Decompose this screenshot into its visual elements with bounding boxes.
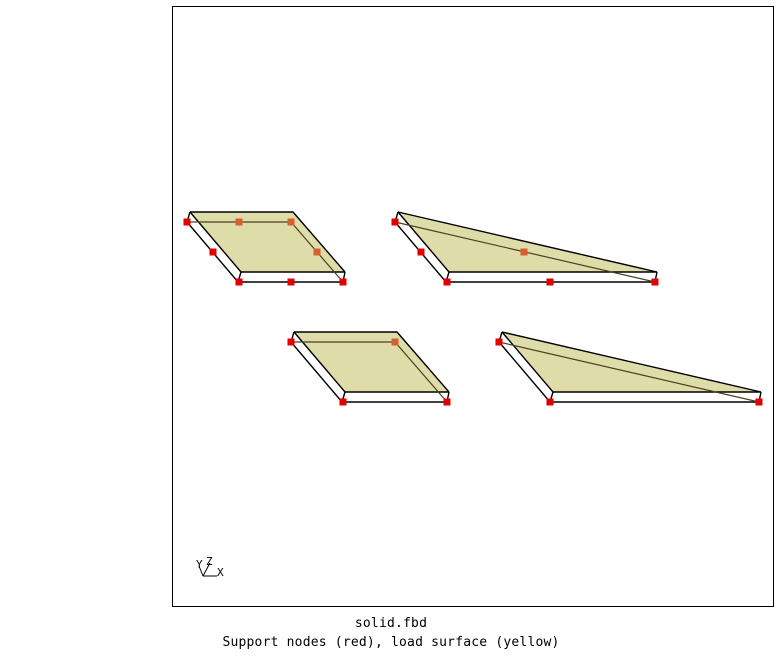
hidden-edge — [498, 341, 760, 403]
part-rect-plate-1 — [183, 211, 347, 286]
load-surface — [190, 212, 345, 272]
plate-edge — [498, 341, 551, 403]
support-node[interactable] — [391, 218, 399, 226]
hidden-edge — [394, 341, 448, 403]
shared-node[interactable] — [520, 248, 528, 256]
shared-node[interactable] — [313, 248, 321, 256]
plate-edge — [501, 331, 554, 393]
support-node[interactable] — [235, 278, 243, 286]
plate-thickness-front — [446, 272, 657, 282]
support-node[interactable] — [651, 278, 659, 286]
support-node[interactable] — [287, 338, 295, 346]
plate-outline — [294, 331, 450, 393]
part-tri-plate-1 — [391, 211, 659, 286]
support-node[interactable] — [339, 398, 347, 406]
shared-node[interactable] — [235, 218, 243, 226]
support-node[interactable] — [495, 338, 503, 346]
support-node[interactable] — [755, 398, 763, 406]
support-node[interactable] — [443, 398, 451, 406]
part-rect-plate-2 — [287, 331, 451, 406]
support-node[interactable] — [443, 278, 451, 286]
shared-node[interactable] — [391, 338, 399, 346]
support-node[interactable] — [339, 278, 347, 286]
model-viewport[interactable] — [172, 6, 774, 607]
axis-y-line — [198, 565, 204, 577]
plate-thickness-front — [342, 392, 449, 402]
shared-node[interactable] — [287, 218, 295, 226]
axis-x-label: X — [217, 566, 224, 579]
plate-edge — [290, 341, 343, 403]
plate-edge — [397, 211, 658, 273]
part-tri-plate-2 — [495, 331, 763, 406]
plate-outline — [190, 211, 346, 273]
support-node[interactable] — [209, 248, 217, 256]
support-node[interactable] — [546, 398, 554, 406]
axis-z-line — [202, 562, 211, 577]
load-surface — [294, 332, 449, 392]
plate-edge — [501, 331, 762, 393]
support-node[interactable] — [287, 278, 295, 286]
support-node[interactable] — [546, 278, 554, 286]
plate-edge — [397, 211, 450, 273]
axis-z-label: Z — [206, 555, 213, 568]
file-name-caption: solid.fbd — [354, 616, 428, 631]
axes-triad: Y Z X — [196, 555, 224, 579]
support-node[interactable] — [183, 218, 191, 226]
axis-y-label: Y — [196, 558, 203, 571]
support-node[interactable] — [417, 248, 425, 256]
plate-thickness-front — [550, 392, 761, 402]
description-caption: Support nodes (red), load surface (yello… — [222, 635, 560, 650]
plate-thickness-front — [238, 272, 345, 282]
